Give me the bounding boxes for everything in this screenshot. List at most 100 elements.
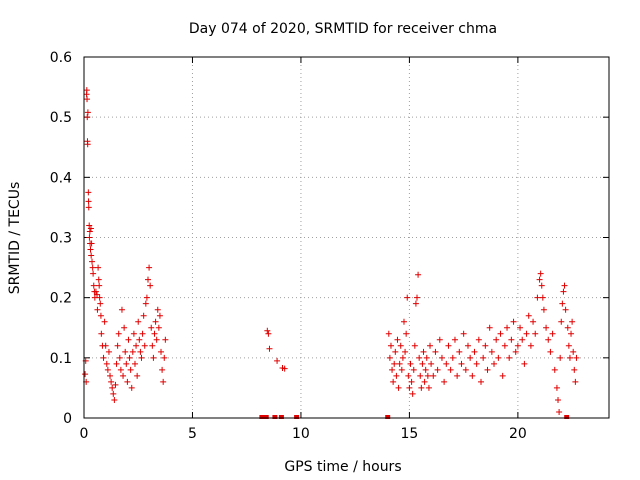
data-point xyxy=(396,360,403,367)
data-point xyxy=(412,300,419,307)
data-point xyxy=(86,222,93,229)
data-point xyxy=(88,252,95,259)
data-point xyxy=(264,327,271,334)
data-point xyxy=(88,240,95,247)
data-point xyxy=(521,360,528,367)
data-point xyxy=(405,372,412,379)
data-point xyxy=(123,360,130,367)
data-point xyxy=(430,372,437,379)
data-point xyxy=(148,324,155,331)
data-point xyxy=(414,294,421,301)
data-point xyxy=(432,348,439,355)
data-point xyxy=(418,384,425,391)
data-point xyxy=(419,360,426,367)
data-point xyxy=(540,306,547,313)
data-point xyxy=(497,330,504,337)
data-point xyxy=(385,330,392,337)
data-point xyxy=(112,381,119,388)
data-point xyxy=(114,342,121,349)
data-point xyxy=(484,366,491,373)
data-point xyxy=(404,294,411,301)
y-tick-label: 0.2 xyxy=(50,291,72,307)
data-point xyxy=(160,378,167,385)
data-point xyxy=(564,324,571,331)
data-point xyxy=(570,348,577,355)
data-point xyxy=(386,354,393,361)
y-tick-label: 0.5 xyxy=(50,110,72,126)
chart-title: Day 074 of 2020, SRMTID for receiver chm… xyxy=(189,21,497,37)
data-point xyxy=(122,348,129,355)
data-point xyxy=(573,354,580,361)
data-point xyxy=(565,342,572,349)
tick-labels: 0 5 10 15 20 0 0.1 0.2 0.3 0.4 0.5 0.6 xyxy=(50,50,527,442)
data-point xyxy=(90,270,97,277)
data-point xyxy=(259,415,265,419)
data-point xyxy=(506,354,513,361)
data-point xyxy=(161,354,168,361)
data-point xyxy=(564,415,570,419)
data-point xyxy=(87,246,94,253)
data-point xyxy=(462,366,469,373)
data-point xyxy=(294,415,300,419)
data-point xyxy=(510,318,517,325)
data-point xyxy=(557,354,564,361)
data-point xyxy=(125,336,132,343)
data-point xyxy=(427,342,434,349)
data-point xyxy=(562,306,569,313)
data-point xyxy=(94,306,101,313)
data-point xyxy=(141,342,148,349)
data-point xyxy=(416,354,423,361)
data-point xyxy=(560,288,567,295)
data-point xyxy=(139,330,146,337)
x-tick-label: 20 xyxy=(509,426,527,442)
data-point xyxy=(108,378,115,385)
data-point xyxy=(143,294,150,301)
data-point xyxy=(266,345,273,352)
data-point xyxy=(82,371,89,378)
data-point xyxy=(87,225,94,232)
data-point xyxy=(424,372,431,379)
data-point xyxy=(508,336,515,343)
data-point xyxy=(491,360,498,367)
data-point xyxy=(86,228,93,235)
data-point xyxy=(162,336,169,343)
data-point xyxy=(90,282,97,289)
data-point xyxy=(402,348,409,355)
data-point xyxy=(411,342,418,349)
data-point xyxy=(399,354,406,361)
data-point xyxy=(100,354,107,361)
data-point xyxy=(154,306,161,313)
data-point xyxy=(501,342,508,349)
y-tick-label: 0.6 xyxy=(50,50,72,66)
data-point xyxy=(495,354,502,361)
data-point xyxy=(89,258,96,265)
data-point xyxy=(436,336,443,343)
data-point xyxy=(438,354,445,361)
data-point xyxy=(272,415,278,419)
data-point xyxy=(530,318,537,325)
data-point xyxy=(140,312,147,319)
x-tick-label: 0 xyxy=(80,426,89,442)
data-point xyxy=(393,372,400,379)
data-point xyxy=(421,378,428,385)
data-point xyxy=(537,270,544,277)
data-point xyxy=(138,354,145,361)
data-point xyxy=(558,318,565,325)
data-point xyxy=(460,330,467,337)
data-point xyxy=(390,378,397,385)
data-point xyxy=(152,318,159,325)
data-point xyxy=(403,330,410,337)
data-point xyxy=(523,330,530,337)
data-point xyxy=(103,360,110,367)
plot-frame xyxy=(83,56,610,419)
data-point xyxy=(155,324,162,331)
data-point xyxy=(561,282,568,289)
data-point xyxy=(135,318,142,325)
data-point xyxy=(95,264,102,271)
data-point xyxy=(454,372,461,379)
data-point xyxy=(89,264,96,271)
data-point xyxy=(136,336,143,343)
data-point xyxy=(398,366,405,373)
data-point xyxy=(84,141,91,148)
